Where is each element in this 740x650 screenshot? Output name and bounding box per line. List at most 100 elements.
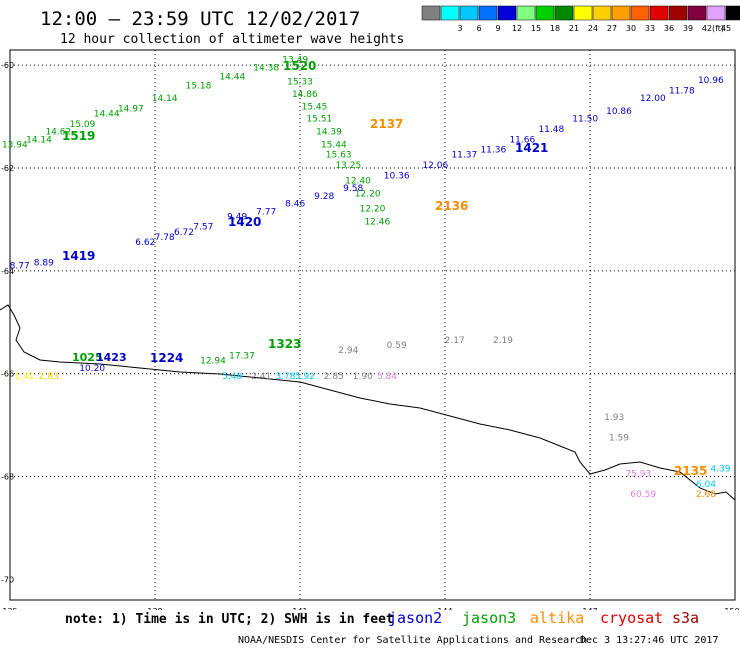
axis-tick-labels: 135 138 141 144 147 150 -60 -62 -64 -66 -68 -70 — [1, 61, 740, 610]
satellite-altika: altika — [530, 609, 585, 627]
swh-label: 1.41 — [14, 372, 34, 382]
swh-label: 6.72 — [174, 228, 194, 238]
swh-label: 2.19 — [493, 336, 513, 346]
swh-label: 1.90 — [353, 372, 373, 382]
legend-box — [535, 5, 555, 21]
track-time-label: 2135 — [674, 464, 707, 478]
swh-label: 2.41 — [251, 372, 271, 382]
swh-label: 14.86 — [292, 90, 318, 100]
swh-label: 12.06 — [422, 161, 448, 171]
graticule-grid — [9, 49, 736, 601]
legend-label: 27 — [607, 24, 617, 33]
antarctic-coastline — [0, 304, 736, 501]
legend-label: 6 — [476, 24, 481, 33]
swh-label: 12.40 — [345, 176, 371, 186]
satellite-jason2: jason2 — [388, 609, 443, 627]
page-title: 12:00 – 23:59 UTC 12/02/2017 — [40, 8, 361, 30]
legend-box — [440, 5, 460, 21]
legend-label: 21 — [569, 24, 579, 33]
lon-tick-label: 147 — [582, 607, 597, 610]
swh-label: 11.48 — [538, 125, 564, 135]
legend-label: 45 — [721, 24, 731, 33]
swh-label: 6.04 — [696, 480, 716, 490]
track-time-label: 1519 — [62, 129, 95, 143]
swh-label: 11.66 — [509, 135, 535, 145]
swh-label: 17.37 — [229, 351, 255, 361]
swh-label: 9.28 — [314, 192, 334, 202]
swh-label: 12.20 — [355, 189, 381, 199]
track-time-label: 1323 — [268, 337, 301, 351]
swh-label: 9.58 — [343, 184, 363, 194]
legend-label: 30 — [626, 24, 636, 33]
swh-label: 15.18 — [186, 81, 212, 91]
legend-label: 33 — [645, 24, 655, 33]
track-time-label: 1420 — [228, 215, 261, 229]
legend-box — [668, 5, 688, 21]
swh-label: 3.78 — [275, 372, 295, 382]
wave-height-legend: 36912151821242730333639424570(ft) — [421, 5, 740, 33]
misc-wave-labels: 2.94 0.59 2.17 2.19 2.85 1.90 5.84 5.48 2.41 3.78… — [14, 336, 730, 500]
lat-tick-label: -62 — [1, 164, 14, 173]
legend-box — [611, 5, 631, 21]
legend-label: 12 — [512, 24, 522, 33]
legend-color-boxes — [421, 5, 740, 21]
swh-label: 13.25 — [335, 161, 361, 171]
satellite-cryosat: cryosat — [600, 609, 664, 627]
swh-label: 6.62 — [135, 238, 155, 248]
swh-label: 11.50 — [572, 115, 598, 125]
swh-label: 9.49 — [227, 212, 247, 222]
track-time-label: 2136 — [435, 199, 468, 213]
swh-label: 8.46 — [285, 200, 305, 210]
swh-label: 0.59 — [387, 341, 407, 351]
track-time-label: 1224 — [150, 351, 183, 365]
swh-label: 14.38 — [253, 63, 279, 73]
track-time-label: 2137 — [370, 117, 403, 131]
swh-label: 11.36 — [480, 146, 506, 156]
lat-tick-label: -70 — [1, 575, 14, 584]
swh-label: 15.44 — [321, 140, 347, 150]
legend-box — [459, 5, 479, 21]
swh-label: 12.00 — [640, 94, 666, 104]
swh-label: 12.20 — [360, 205, 386, 215]
map-canvas: 135 138 141 144 147 150 -60 -62 -64 -66 -68 -70 13.… — [0, 49, 740, 610]
legend-box — [573, 5, 593, 21]
legend-label: 39 — [683, 24, 693, 33]
legend-labels: 36912151821242730333639424570(ft) — [457, 24, 740, 33]
legend-box — [649, 5, 669, 21]
swh-label: 13.49 — [282, 56, 308, 66]
legend-box — [516, 5, 536, 21]
track-time-label: 1025 — [72, 351, 103, 364]
lat-tick-label: -60 — [1, 61, 14, 70]
lon-tick-label: 135 — [2, 607, 17, 610]
legend-box — [706, 5, 726, 21]
swh-label: 13.94 — [2, 140, 28, 150]
legend-label: 15 — [531, 24, 541, 33]
swh-label: 10.36 — [384, 171, 410, 181]
legend-label: 18 — [550, 24, 560, 33]
legend-label: 9 — [495, 24, 500, 33]
legend-box — [497, 5, 517, 21]
swh-label: 15.33 — [287, 78, 313, 88]
swh-label: 12.94 — [200, 356, 226, 366]
swh-label: 15.51 — [306, 115, 332, 125]
lon-tick-label: 150 — [724, 607, 739, 610]
legend-box — [554, 5, 574, 21]
legend-box — [421, 5, 441, 21]
track-time-label: 1520 — [283, 59, 316, 73]
swh-label: 7.78 — [155, 233, 175, 243]
track-time-label: 1423 — [96, 351, 127, 364]
swh-label: 11.37 — [451, 151, 477, 161]
swh-label: 7.77 — [256, 207, 276, 217]
swh-label: 2.85 — [324, 372, 344, 382]
swh-label: 60.59 — [630, 490, 656, 500]
swh-label: 15.63 — [326, 151, 352, 161]
track-time-label: 1419 — [62, 249, 95, 263]
legend-box — [478, 5, 498, 21]
swh-label: 8.89 — [34, 259, 54, 269]
swh-label: 10.86 — [606, 107, 632, 117]
swh-label: 14.14 — [152, 94, 178, 104]
swh-label: 4.39 — [710, 464, 730, 474]
swh-label: 2.17 — [445, 336, 465, 346]
satellite-tracks: 13.9414.1414.6215.0914.4414.9714.1415.18… — [2, 56, 724, 478]
swh-label: 5.84 — [377, 372, 397, 382]
